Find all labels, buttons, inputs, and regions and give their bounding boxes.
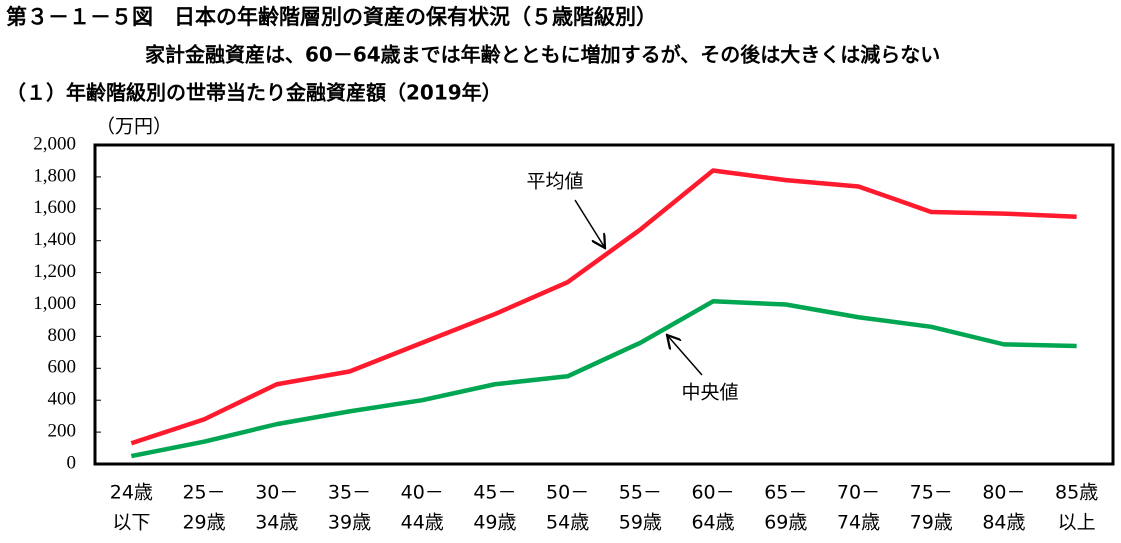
x-tick-label: 75－ [910, 482, 953, 504]
x-tick-label: 35－ [328, 482, 371, 504]
x-tick-label: 54歳 [546, 512, 589, 534]
y-tick-label: 1,400 [33, 229, 76, 250]
x-tick-label: 25－ [182, 482, 225, 504]
subtitle: 家計金融資産は、60－64歳までは年齢とともに増加するが、その後は大きくは減らな… [145, 43, 940, 67]
y-tick-label: 0 [67, 452, 77, 473]
y-unit: （万円） [96, 116, 172, 138]
y-tick-label: 2,000 [33, 133, 76, 154]
y-tick-label: 1,000 [33, 293, 76, 314]
y-tick-label: 1,200 [33, 261, 76, 282]
x-tick-label: 29歳 [182, 512, 225, 534]
y-tick-label: 600 [48, 357, 77, 378]
x-tick-label: 55－ [619, 482, 662, 504]
figure-label: 第３－１－５図 日本の年齢階層別の資産の保有状況（５歳階級別） [6, 5, 657, 29]
x-tick-label: 以下 [112, 512, 150, 534]
series-label: 平均値 [526, 171, 583, 193]
x-tick-label: 74歳 [837, 512, 880, 534]
x-tick-label: 30－ [255, 482, 298, 504]
y-tick-label: 1,600 [33, 197, 76, 218]
annotation-arrow [667, 335, 703, 376]
x-tick-label: 69歳 [764, 512, 807, 534]
x-tick-label: 70－ [837, 482, 880, 504]
series-line [130, 299, 1077, 459]
x-tick-label: 84歳 [982, 512, 1025, 534]
y-tick-label: 400 [48, 389, 77, 410]
x-tick-label: 85歳 [1055, 482, 1098, 504]
x-tick-label: 24歳 [110, 482, 153, 504]
x-tick-label: 44歳 [401, 512, 444, 534]
x-tick-label: 65－ [764, 482, 807, 504]
x-tick-label: 59歳 [619, 512, 662, 534]
x-tick-label: 50－ [546, 482, 589, 504]
y-tick-label: 800 [48, 325, 77, 346]
x-tick-label: 79歳 [910, 512, 953, 534]
x-tick-label: 34歳 [255, 512, 298, 534]
x-tick-label: 49歳 [473, 512, 516, 534]
x-tick-label: 39歳 [328, 512, 371, 534]
chart-title: （１）年齢階級別の世帯当たり金融資産額（2019年） [6, 81, 502, 105]
x-tick-label: 60－ [691, 482, 734, 504]
y-tick-label: 200 [48, 420, 77, 441]
x-tick-label: 以上 [1058, 512, 1096, 534]
y-tick-label: 1,800 [33, 165, 76, 186]
series-label: 中央値 [681, 382, 738, 404]
series-line [130, 168, 1077, 446]
x-tick-label: 80－ [982, 482, 1025, 504]
x-tick-label: 40－ [401, 482, 444, 504]
annotation-arrow [574, 199, 605, 248]
x-tick-label: 45－ [473, 482, 516, 504]
plot-frame [93, 143, 1115, 466]
x-tick-label: 64歳 [691, 512, 734, 534]
